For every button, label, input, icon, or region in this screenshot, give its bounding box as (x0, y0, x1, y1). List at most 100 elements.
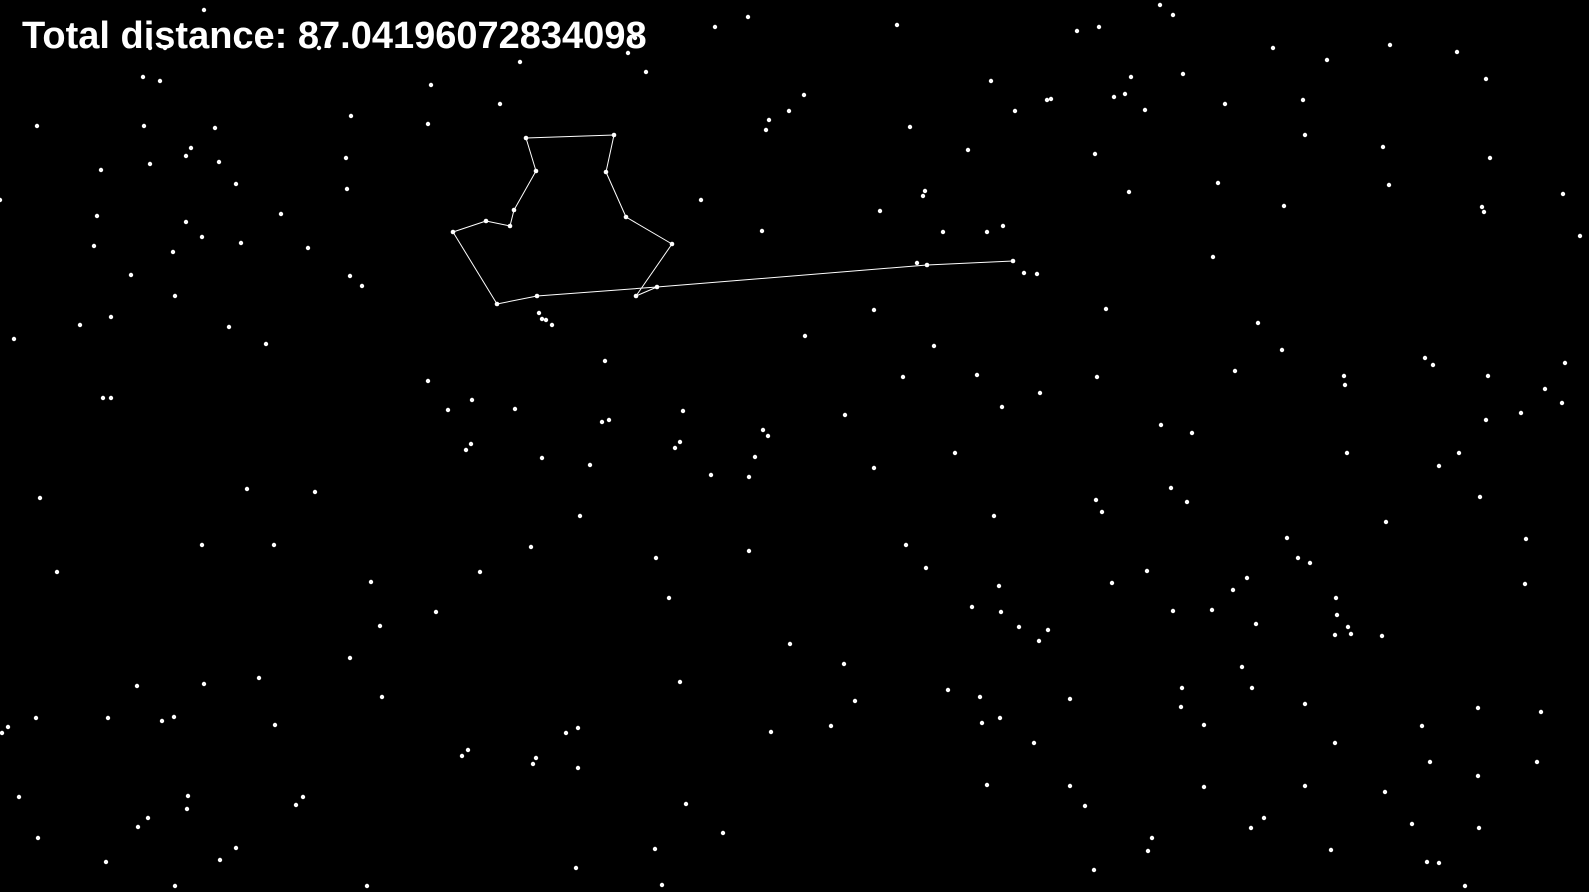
city-point (1149, 835, 1155, 841)
tour-city-point (507, 223, 513, 229)
city-point (1000, 223, 1006, 229)
city-point (1344, 450, 1350, 456)
city-point (1126, 189, 1132, 195)
city-point (217, 857, 223, 863)
city-point (965, 147, 971, 153)
city-point (997, 715, 1003, 721)
city-point (1307, 560, 1313, 566)
city-point (577, 513, 583, 519)
city-point (108, 395, 114, 401)
city-point (666, 595, 672, 601)
city-point (1559, 400, 1565, 406)
city-point (134, 683, 140, 689)
city-point (1560, 191, 1566, 197)
city-point (1045, 627, 1051, 633)
city-point (1016, 624, 1022, 630)
city-point (907, 124, 913, 130)
total-distance-readout: Total distance: 87.04196072834098 (22, 15, 647, 57)
city-point (1523, 536, 1529, 542)
city-point (425, 378, 431, 384)
city-point (1422, 355, 1428, 361)
city-point (312, 489, 318, 495)
city-point (708, 472, 714, 478)
city-point (226, 324, 232, 330)
city-point (1577, 233, 1583, 239)
city-point (1522, 581, 1528, 587)
city-point (1249, 685, 1255, 691)
city-point (1244, 575, 1250, 581)
city-point (998, 609, 1004, 615)
city-point (563, 730, 569, 736)
city-point (1324, 57, 1330, 63)
city-point (1534, 759, 1540, 765)
city-point (428, 82, 434, 88)
city-point (1479, 204, 1485, 210)
city-point (5, 724, 11, 730)
city-point (159, 718, 165, 724)
city-point (1253, 621, 1259, 627)
city-point (1201, 722, 1207, 728)
tour-city-point (533, 168, 539, 174)
city-point (172, 293, 178, 299)
city-point (0, 730, 5, 736)
city-point (1210, 254, 1216, 260)
city-point (170, 249, 176, 255)
city-point (573, 865, 579, 871)
city-point (1255, 320, 1261, 326)
city-point (677, 679, 683, 685)
city-point (1454, 49, 1460, 55)
tour-city-point (483, 218, 489, 224)
tour-city-point (450, 229, 456, 235)
city-point (643, 69, 649, 75)
city-point (787, 641, 793, 647)
city-point (1248, 825, 1254, 831)
city-point (599, 419, 605, 425)
city-point (632, 35, 638, 41)
city-point (1341, 373, 1347, 379)
tour-city-point (669, 241, 675, 247)
city-point (894, 22, 900, 28)
city-point (1518, 410, 1524, 416)
city-point (172, 883, 178, 889)
city-point (1300, 97, 1306, 103)
city-point (377, 623, 383, 629)
city-point (1382, 789, 1388, 795)
city-point (271, 542, 277, 548)
city-point (979, 720, 985, 726)
city-point (746, 474, 752, 480)
city-point (105, 715, 111, 721)
city-point (1345, 624, 1351, 630)
city-point (871, 465, 877, 471)
city-point (539, 316, 545, 322)
city-point (1122, 91, 1128, 97)
city-point (497, 101, 503, 107)
city-point (1142, 107, 1148, 113)
city-point (1103, 306, 1109, 312)
city-point (183, 153, 189, 159)
city-point (920, 193, 926, 199)
city-point (343, 155, 349, 161)
city-point (1386, 182, 1392, 188)
city-point (305, 245, 311, 251)
city-point (801, 92, 807, 98)
city-point (35, 835, 41, 841)
city-point (33, 715, 39, 721)
city-point (368, 579, 374, 585)
city-point (1302, 701, 1308, 707)
city-point (1044, 97, 1050, 103)
city-point (1048, 96, 1054, 102)
city-point (587, 462, 593, 468)
city-point (233, 181, 239, 187)
city-point (1222, 101, 1228, 107)
city-point (900, 374, 906, 380)
city-point (1379, 633, 1385, 639)
city-point (147, 161, 153, 167)
city-point (147, 45, 153, 51)
city-point (477, 569, 483, 575)
city-point (1091, 867, 1097, 873)
city-point (100, 395, 106, 401)
city-point (244, 486, 250, 492)
city-point (128, 272, 134, 278)
